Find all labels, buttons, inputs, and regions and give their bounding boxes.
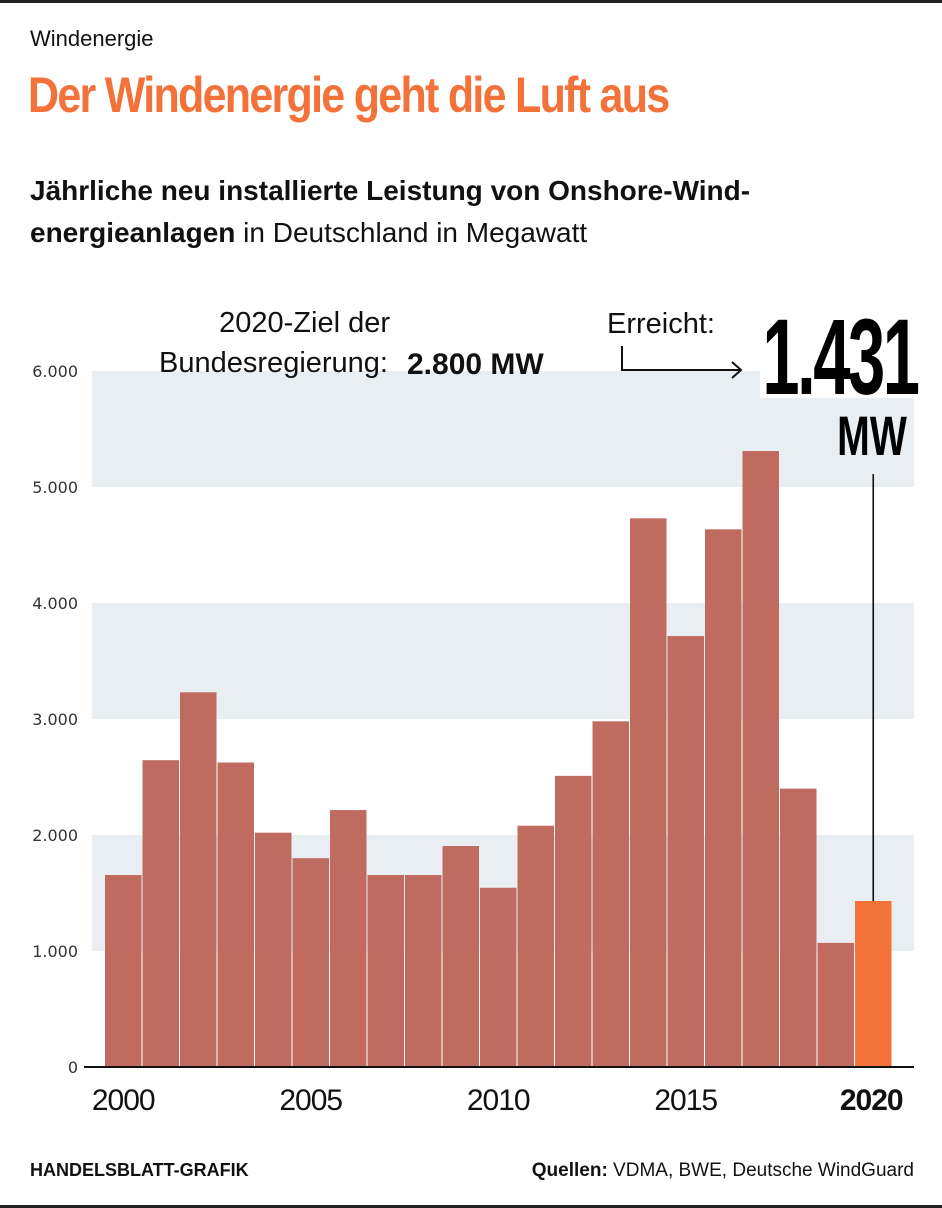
subtitle-bold-line1: Jährliche neu installierte Leistung von …	[30, 175, 751, 206]
reached-unit-bg	[836, 402, 910, 460]
bar-2008	[405, 875, 442, 1067]
goal-value: 2.800 MW	[407, 348, 544, 381]
subtitle-regular: in Deutschland in Megawatt	[235, 217, 588, 248]
bar-2005	[292, 858, 329, 1067]
x-axis: 2000 2005 2010 2015 2020	[92, 1084, 904, 1117]
bar-2006	[330, 810, 367, 1067]
x-tick-label: 2020	[840, 1084, 903, 1117]
credit: HANDELSBLATT-GRAFIK	[30, 1160, 249, 1180]
y-tick-label: 2.000	[32, 826, 78, 845]
headline: Der Windenergie geht die Luft aus	[28, 67, 670, 123]
bar-chart: 0 1.000 2.000 3.000 4.000 5.000 6.000 2000 2005…	[32, 290, 921, 1117]
bar-2009	[442, 846, 479, 1067]
bar-2002	[180, 692, 217, 1067]
bar-2012	[555, 775, 592, 1067]
reached-value: 1.431	[762, 298, 918, 418]
y-axis: 0 1.000 2.000 3.000 4.000 5.000 6.000	[32, 362, 78, 1077]
y-tick-label: 5.000	[32, 478, 78, 497]
sources-list: VDMA, BWE, Deutsche WindGuard	[607, 1160, 914, 1181]
y-tick-label: 4.000	[32, 594, 78, 613]
reached-value-bg	[760, 290, 920, 398]
y-tick-label: 0	[68, 1058, 78, 1077]
bar-2000	[105, 875, 142, 1067]
goal-label-line1: 2020-Ziel der	[219, 307, 390, 339]
x-tick-label: 2005	[279, 1084, 342, 1117]
y-tick-label: 6.000	[32, 362, 78, 381]
bar-2017	[742, 451, 779, 1067]
bar-2011	[517, 825, 554, 1067]
bar-2004	[255, 832, 292, 1067]
bar-2001	[142, 760, 179, 1067]
chart-subtitle: Jährliche neu installierte Leistung von …	[30, 170, 930, 254]
bar-2003	[217, 762, 254, 1067]
x-tick-label: 2010	[467, 1084, 530, 1117]
bar-2007	[367, 875, 404, 1067]
bar-2015	[667, 636, 704, 1067]
arrowhead-icon	[731, 361, 743, 379]
reached-label: Erreicht:	[607, 308, 715, 340]
bottom-rule	[0, 1205, 942, 1208]
goal-label-line2: Bundesregierung:	[159, 347, 388, 379]
sources: Quellen: VDMA, BWE, Deutsche WindGuard	[532, 1160, 914, 1182]
kicker: Windenergie	[30, 26, 154, 51]
reached-unit: MW	[837, 405, 907, 468]
bar-2014	[630, 518, 667, 1067]
bar-2016	[705, 529, 742, 1067]
bar-2013	[592, 721, 629, 1067]
y-tick-label: 3.000	[32, 710, 78, 729]
bar-highlight-2020	[855, 901, 892, 1067]
bar-2018	[780, 788, 817, 1067]
sources-label: Quellen:	[531, 1160, 608, 1181]
y-tick-label: 1.000	[32, 942, 78, 961]
subtitle-bold-line2: energieanlagen	[30, 217, 236, 248]
bar-2019	[817, 942, 854, 1067]
arrow-icon	[621, 346, 740, 371]
x-tick-label: 2015	[654, 1084, 717, 1117]
top-rule	[0, 0, 942, 3]
x-tick-label: 2000	[92, 1084, 155, 1117]
bar-2010	[480, 887, 517, 1067]
bars	[84, 451, 914, 1068]
